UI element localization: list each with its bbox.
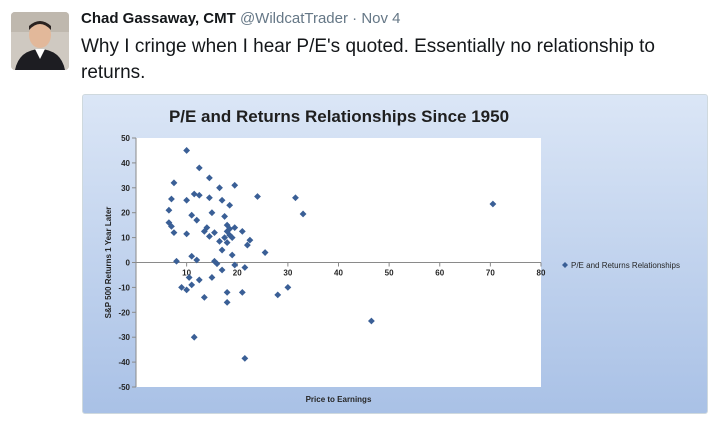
scatter-point: [208, 209, 216, 217]
scatter-point: [228, 251, 236, 259]
y-tick-label: 0: [126, 259, 131, 268]
scatter-point: [216, 237, 223, 245]
scatter-point: [216, 184, 223, 192]
scatter-point: [284, 284, 292, 291]
scatter-chart: P/E and Returns Relationships Since 1950…: [83, 95, 707, 413]
user-avatar-icon[interactable]: [11, 12, 69, 70]
x-tick-label: 30: [283, 269, 292, 278]
y-tick-label: 50: [121, 134, 130, 143]
scatter-point: [218, 246, 226, 254]
x-tick-label: 40: [334, 269, 343, 278]
scatter-point: [188, 252, 196, 260]
y-tick-label: -30: [118, 333, 130, 342]
scatter-point: [241, 354, 249, 362]
avatar-portrait: [11, 12, 69, 70]
scatter-point: [200, 293, 208, 301]
scatter-point: [231, 181, 239, 189]
scatter-point: [218, 266, 226, 274]
tweet-timestamp[interactable]: Nov 4: [361, 10, 401, 27]
scatter-point: [223, 298, 231, 306]
scatter-point: [170, 179, 178, 187]
scatter-point: [183, 147, 191, 154]
scatter-point: [173, 257, 180, 265]
scatter-point: [195, 164, 203, 172]
y-tick-label: 20: [121, 209, 130, 218]
scatter-point: [231, 224, 239, 232]
y-tick-label: -10: [118, 283, 130, 292]
author-handle[interactable]: @WildcatTrader: [239, 10, 348, 27]
scatter-point: [238, 227, 246, 235]
scatter-point: [368, 317, 375, 325]
scatter-point: [221, 234, 228, 241]
y-tick-label: 10: [121, 234, 130, 243]
scatter-point: [238, 288, 246, 296]
scatter-point: [218, 196, 226, 204]
y-tick-label: -50: [118, 383, 130, 392]
scatter-point: [208, 274, 216, 281]
scatter-point: [170, 229, 178, 237]
scatter-point: [226, 225, 234, 233]
x-tick-label: 20: [233, 269, 242, 278]
y-tick-label: -20: [118, 308, 130, 317]
scatter-point: [211, 229, 218, 237]
scatter-point: [195, 191, 203, 199]
scatter-point: [241, 264, 249, 271]
scatter-point: [206, 174, 213, 182]
scatter-point: [223, 288, 231, 296]
scatter-point: [183, 196, 191, 204]
scatter-point: [193, 256, 201, 264]
x-tick-label: 80: [537, 269, 546, 278]
x-tick-label: 50: [385, 269, 394, 278]
scatter-point: [292, 194, 299, 202]
tweet-text: Why I cringe when I hear P/E's quoted. E…: [81, 36, 655, 83]
tweet-media-chart[interactable]: P/E and Returns Relationships Since 1950…: [82, 94, 708, 414]
separator-dot: ·: [352, 10, 358, 27]
scatter-point: [231, 261, 239, 269]
chart-title: P/E and Returns Relationships Since 1950: [169, 107, 509, 126]
legend-marker: [562, 261, 568, 268]
scatter-point: [185, 274, 193, 281]
scatter-point: [200, 227, 208, 235]
scatter-point: [226, 201, 234, 209]
scatter-point: [188, 211, 196, 219]
scatter-point: [168, 195, 175, 203]
scatter-point: [195, 276, 203, 284]
scatter-point: [165, 206, 173, 214]
legend-label: P/E and Returns Relationships: [571, 261, 680, 270]
y-axis-title: S&P 500 Returns 1 Year Later: [104, 207, 113, 319]
author-name[interactable]: Chad Gassaway, CMT: [81, 10, 236, 27]
y-tick-label: -40: [118, 358, 130, 367]
scatter-point: [183, 230, 191, 238]
scatter-point: [223, 239, 231, 246]
y-tick-label: 30: [121, 184, 130, 193]
scatter-point: [299, 210, 307, 218]
scatter-point: [206, 194, 213, 202]
scatter-point: [183, 286, 191, 294]
scatter-point: [228, 234, 236, 241]
scatter-point: [168, 222, 175, 230]
scatter-point: [223, 221, 231, 229]
x-tick-label: 70: [486, 269, 495, 278]
scatter-point: [254, 193, 261, 200]
scatter-point: [206, 232, 213, 240]
scatter-point: [188, 281, 196, 289]
tweet-header: Chad Gassaway, CMT @WildcatTrader · Nov …: [81, 10, 401, 27]
scatter-point: [193, 216, 201, 224]
y-tick-label: 40: [121, 159, 130, 168]
x-tick-label: 60: [435, 269, 444, 278]
scatter-point: [178, 284, 185, 291]
scatter-point: [213, 260, 221, 268]
scatter-point: [246, 236, 254, 244]
scatter-point: [243, 241, 251, 249]
scatter-point: [190, 333, 198, 341]
scatter-point: [190, 190, 198, 198]
scatter-point: [489, 200, 497, 208]
x-tick-label: 10: [182, 269, 191, 278]
scatter-point: [274, 291, 282, 299]
scatter-point: [221, 213, 228, 220]
x-axis-title: Price to Earnings: [306, 395, 372, 404]
